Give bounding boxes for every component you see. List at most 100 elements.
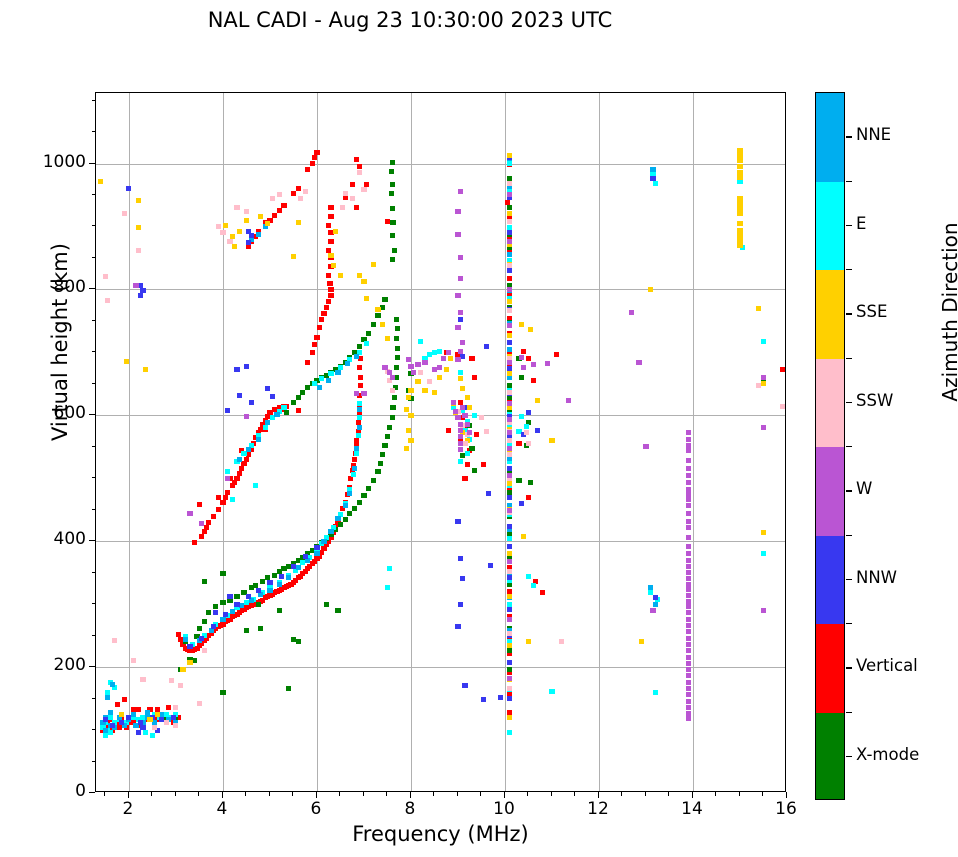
data-point-vertical bbox=[471, 375, 477, 381]
data-point-ssw bbox=[507, 262, 513, 268]
data-point-w bbox=[685, 673, 691, 679]
data-point-ssw bbox=[269, 196, 275, 202]
data-point-w bbox=[455, 415, 461, 421]
data-point-nne bbox=[264, 420, 271, 426]
colorbar-boundary-tick bbox=[846, 180, 852, 182]
data-point-w bbox=[544, 361, 550, 367]
data-point-nne bbox=[116, 714, 123, 720]
colorbar-segment-sse[interactable] bbox=[816, 270, 844, 359]
data-point-nne bbox=[236, 456, 242, 462]
gridline-horizontal bbox=[96, 289, 785, 291]
data-point-nne bbox=[326, 377, 332, 383]
x-tick-minor bbox=[245, 792, 247, 796]
data-point-w bbox=[685, 543, 691, 549]
data-point-e bbox=[311, 381, 318, 387]
data-point-x-mode bbox=[507, 531, 513, 537]
colorbar-segment-w[interactable] bbox=[816, 447, 844, 536]
colorbar-boundary-tick bbox=[846, 623, 852, 625]
data-point-vertical bbox=[267, 217, 273, 223]
data-point-w bbox=[685, 692, 691, 698]
data-point-vertical bbox=[328, 255, 334, 261]
data-point-x-mode bbox=[390, 220, 396, 226]
colorbar-segment-nne[interactable] bbox=[816, 93, 844, 182]
data-point-nne bbox=[208, 628, 214, 634]
data-point-nnw bbox=[507, 449, 513, 455]
data-point-vertical bbox=[309, 161, 315, 166]
data-point-e bbox=[518, 414, 524, 420]
data-point-sse bbox=[243, 217, 249, 223]
data-point-vertical bbox=[243, 456, 249, 462]
data-point-vertical bbox=[323, 542, 329, 548]
data-point-nne bbox=[239, 602, 245, 608]
data-point-nnw bbox=[255, 587, 261, 593]
data-point-vertical bbox=[311, 154, 318, 160]
data-point-vertical bbox=[507, 249, 513, 255]
data-point-nnw bbox=[507, 268, 513, 274]
data-point-vertical bbox=[356, 364, 362, 370]
data-point-e bbox=[243, 600, 249, 606]
data-point-x-mode bbox=[391, 247, 398, 253]
data-point-e bbox=[652, 689, 658, 695]
data-point-nne bbox=[274, 411, 280, 417]
data-point-nnw bbox=[246, 240, 252, 246]
data-point-sse bbox=[405, 427, 412, 433]
data-point-w bbox=[685, 716, 691, 722]
data-point-w bbox=[685, 563, 691, 569]
data-point-w bbox=[455, 231, 461, 237]
data-point-sse bbox=[180, 667, 186, 673]
data-point-ssw bbox=[121, 211, 127, 217]
data-point-x-mode bbox=[335, 607, 341, 613]
data-point-sse bbox=[264, 221, 271, 227]
data-point-sse bbox=[98, 178, 104, 184]
data-point-vertical bbox=[290, 191, 297, 197]
data-point-e bbox=[142, 730, 148, 736]
data-point-nne bbox=[100, 719, 106, 725]
data-point-vertical bbox=[457, 437, 463, 443]
data-point-nne bbox=[166, 717, 172, 723]
data-point-nnw bbox=[507, 194, 513, 200]
data-point-nnw bbox=[460, 576, 466, 582]
data-point-w bbox=[685, 660, 691, 666]
data-point-w bbox=[405, 357, 412, 363]
data-point-sse bbox=[464, 437, 470, 443]
colorbar-segment-e[interactable] bbox=[816, 181, 844, 270]
data-point-vertical bbox=[309, 349, 315, 355]
data-point-vertical bbox=[354, 437, 360, 443]
y-tick-minor bbox=[91, 603, 95, 605]
data-point-vertical bbox=[311, 558, 318, 564]
data-point-vertical bbox=[262, 417, 268, 423]
data-point-vertical bbox=[295, 186, 301, 192]
data-point-nnw bbox=[138, 293, 144, 299]
data-point-sse bbox=[737, 232, 743, 238]
x-tick bbox=[221, 792, 223, 798]
data-point-nne bbox=[255, 436, 261, 442]
data-point-sse bbox=[737, 227, 743, 233]
data-point-x-mode bbox=[507, 176, 513, 182]
y-tick-minor bbox=[91, 99, 95, 101]
y-tick-minor bbox=[91, 508, 95, 510]
data-point-nnw bbox=[126, 186, 132, 192]
data-point-w bbox=[354, 391, 360, 397]
colorbar-segment-vertical[interactable] bbox=[816, 624, 844, 713]
data-point-vertical bbox=[326, 538, 332, 544]
data-point-vertical bbox=[131, 719, 137, 725]
y-tick-minor bbox=[91, 697, 95, 699]
data-point-e bbox=[255, 432, 261, 438]
data-point-vertical bbox=[290, 580, 297, 586]
data-point-vertical bbox=[323, 304, 329, 310]
data-point-x-mode bbox=[361, 337, 367, 343]
colorbar-boundary-tick bbox=[846, 269, 852, 271]
data-point-x-mode bbox=[309, 547, 315, 553]
data-point-nne bbox=[507, 251, 513, 257]
colorbar-segment-x-mode[interactable] bbox=[816, 712, 844, 799]
data-point-nnw bbox=[507, 659, 513, 665]
data-point-vertical bbox=[355, 420, 361, 426]
data-point-e bbox=[549, 688, 555, 694]
data-point-e bbox=[323, 534, 329, 540]
data-point-x-mode bbox=[356, 499, 362, 505]
data-point-vertical bbox=[203, 524, 210, 530]
data-point-w bbox=[410, 369, 416, 375]
colorbar-segment-nnw[interactable] bbox=[816, 535, 844, 624]
colorbar-segment-ssw[interactable] bbox=[816, 358, 844, 447]
data-point-e bbox=[156, 714, 163, 720]
